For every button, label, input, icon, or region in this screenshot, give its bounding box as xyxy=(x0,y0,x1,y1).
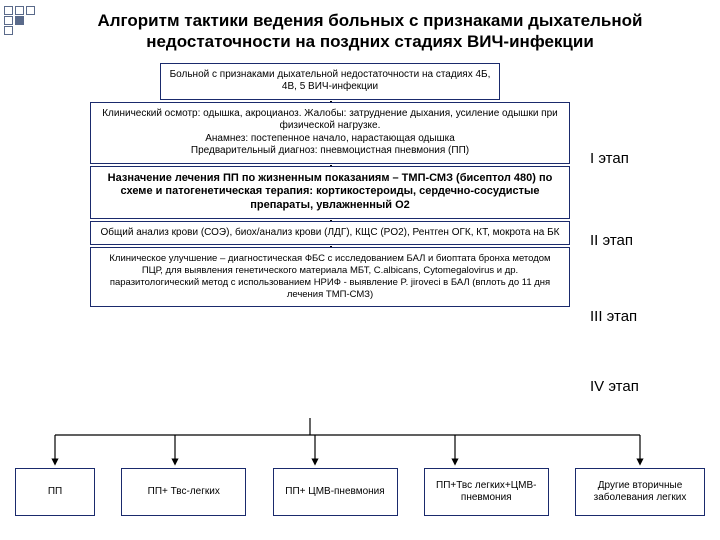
outcome-pp-tbc: ПП+ Твс-легких xyxy=(121,468,246,516)
stage-4-label: IV этап xyxy=(590,378,639,395)
box-patient: Больной с признаками дыхательной недоста… xyxy=(160,63,500,100)
outcome-pp-cmv: ПП+ ЦМВ-пневмония xyxy=(273,468,398,516)
decorative-bullets xyxy=(4,6,37,36)
outcome-pp-tbc-cmv: ПП+Твс легких+ЦМВ-пневмония xyxy=(424,468,549,516)
box-tests: Общий анализ крови (СОЭ), биох/анализ кр… xyxy=(90,221,570,246)
box-improvement: Клиническое улучшение – диагностическая … xyxy=(90,247,570,307)
outcome-pp: ПП xyxy=(15,468,95,516)
flow-column: Больной с признаками дыхательной недоста… xyxy=(90,63,570,307)
stage-2-label: II этап xyxy=(590,232,633,249)
stage-1-label: I этап xyxy=(590,150,629,167)
outcome-other: Другие вторичные заболевания легких xyxy=(575,468,705,516)
box-exam: Клинический осмотр: одышка, акроцианоз. … xyxy=(90,102,570,164)
stage-3-label: III этап xyxy=(590,308,637,325)
page-title: Алгоритм тактики ведения больных с призн… xyxy=(50,10,690,53)
box-treatment: Назначение лечения ПП по жизненным показ… xyxy=(90,166,570,219)
outcome-row: ПП ПП+ Твс-легких ПП+ ЦМВ-пневмония ПП+Т… xyxy=(15,468,705,516)
